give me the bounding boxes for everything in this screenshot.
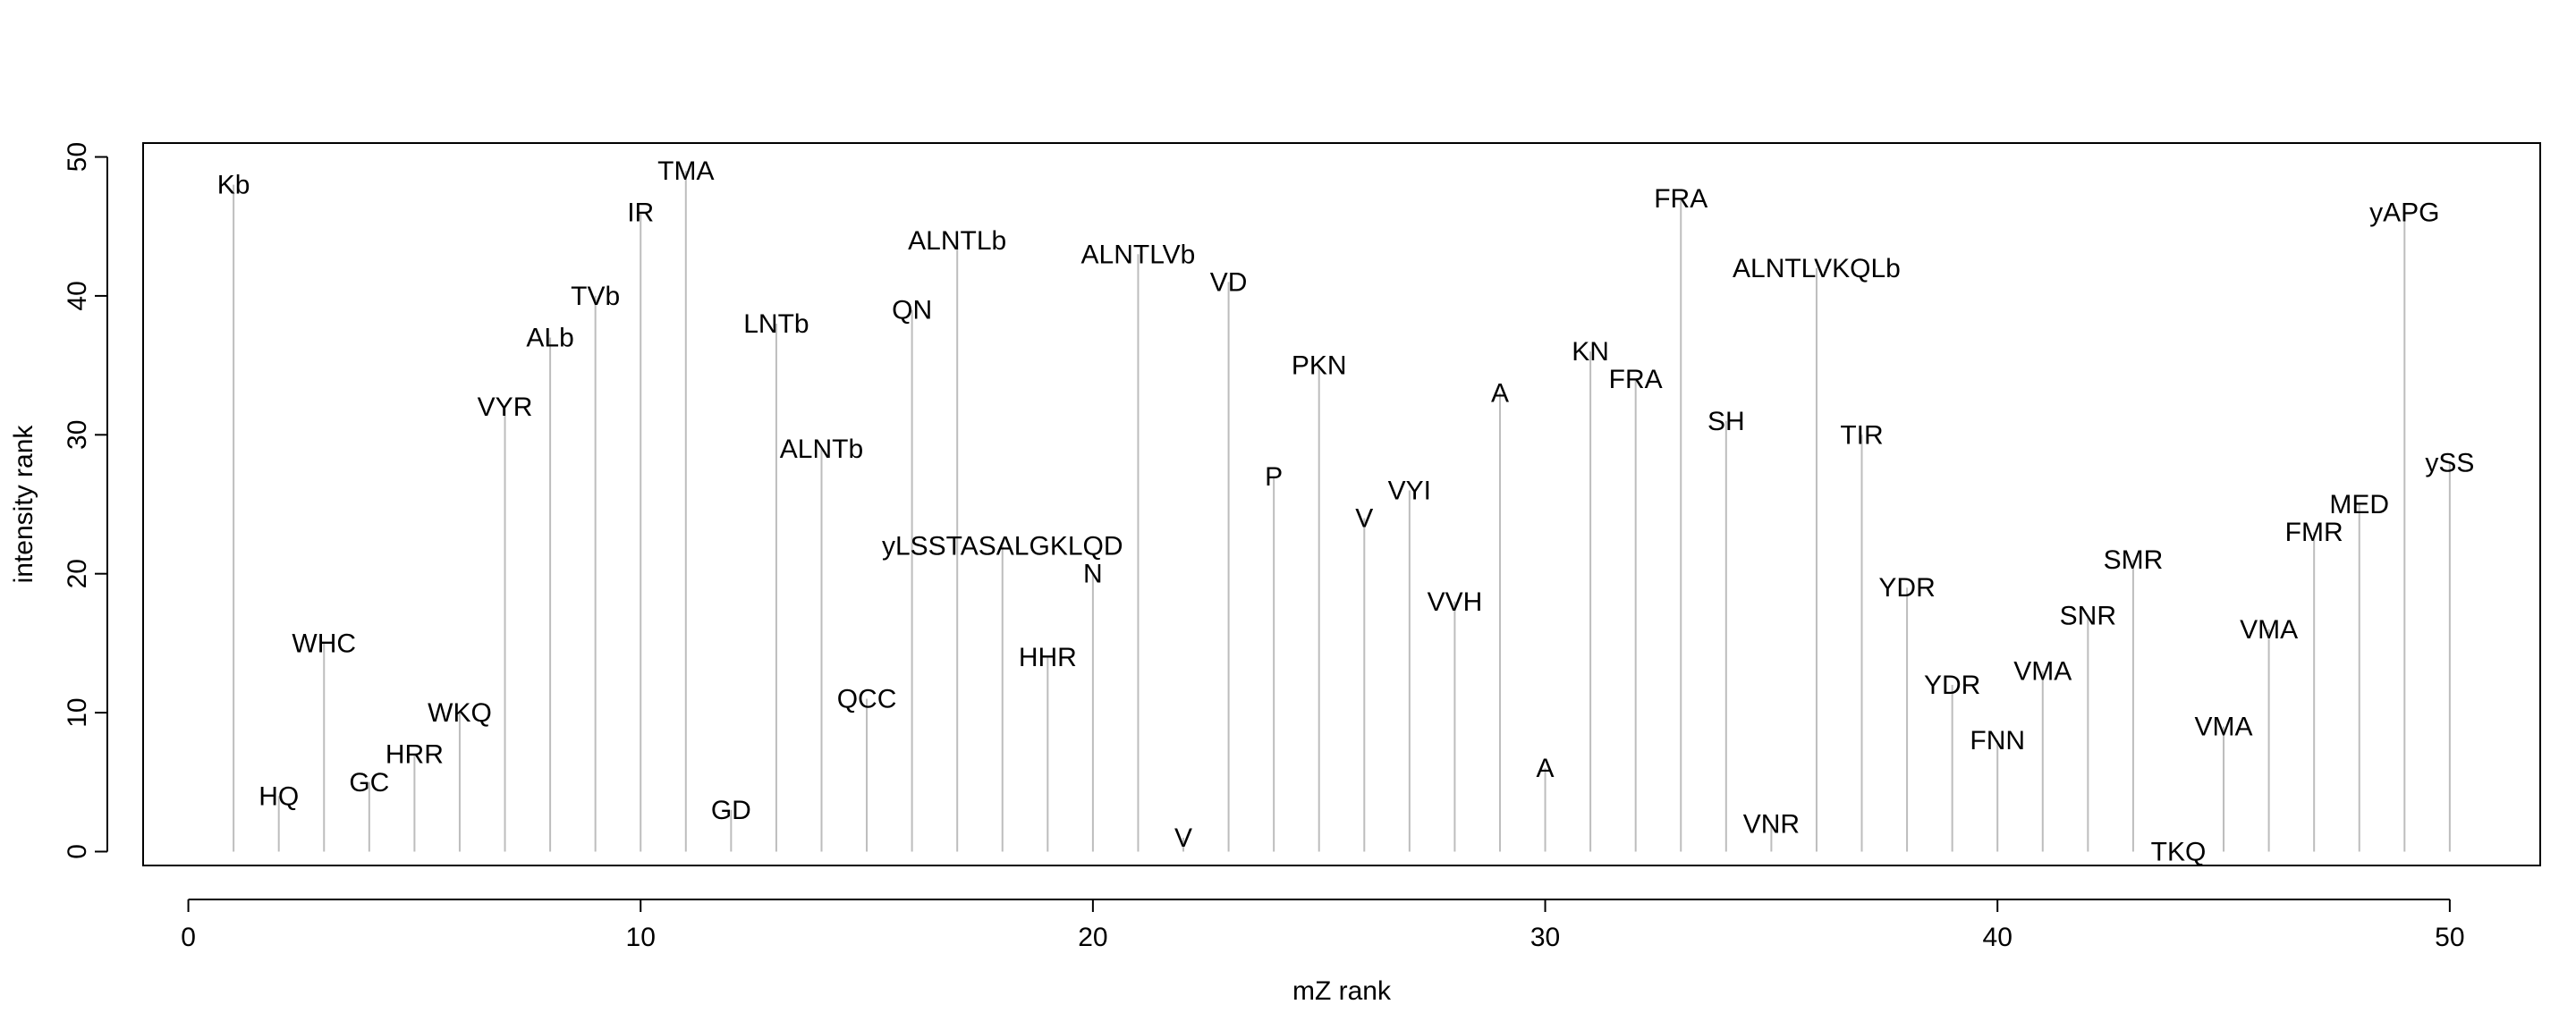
stem-label-40: FNN [1970,726,2025,756]
stem-label-5: HRR [386,740,444,770]
stem-label-46: VMA [2240,615,2298,645]
stem-label-43: SMR [2104,545,2164,575]
stem-label-42: SNR [2060,601,2116,630]
stem-label-16: QN [892,295,932,325]
stem-label-3: WHC [292,629,356,658]
stem-label-23: VD [1210,267,1248,297]
stem-label-9: TVb [571,282,620,311]
stem-label-25: PKN [1292,351,1347,381]
stem-label-35: VNR [1743,809,1800,839]
stem-label-24: P [1265,462,1283,492]
stem-label-21: ALNTLVb [1081,240,1196,269]
y-axis: 0 10 20 30 40 50 [63,142,108,859]
y-axis-title: intensity rank [9,425,38,584]
stem-label-4: GC [349,768,389,798]
stem-label-32: FRA [1609,365,1663,394]
x-axis: 0 10 20 30 40 50 [181,899,2465,952]
stem-label-44: TKQ [2151,837,2207,866]
stem-label-48: MED [2329,490,2389,519]
x-tick-label-40: 40 [1983,923,2012,952]
stem-label-8: ALb [526,324,573,353]
stem-label-20: N [1083,560,1103,589]
y-tick-label-50: 50 [63,142,92,172]
stem-label-14: ALNTb [780,435,863,464]
stem-group [233,171,2451,852]
x-tick-label-30: 30 [1530,923,1560,952]
stem-label-33: FRA [1654,184,1707,214]
stem-label-13: LNTb [743,309,809,339]
x-tick-label-50: 50 [2435,923,2464,952]
y-tick-label-20: 20 [63,559,92,588]
stem-label-19: HHR [1019,643,1077,672]
y-tick-label-40: 40 [63,281,92,310]
stem-label-1: Kb [217,171,250,200]
stem-label-27: VYI [1388,476,1431,505]
y-tick-label-0: 0 [63,844,92,859]
stem-label-47: FMR [2285,518,2343,547]
x-axis-title: mZ rank [1292,976,1392,1006]
plot-frame [142,142,2541,866]
stem-label-7: VYR [478,393,533,422]
stem-label-28: VVH [1428,587,1483,617]
stem-label-2: HQ [258,781,299,811]
stem-label-34: SH [1707,407,1745,436]
stem-label-50: ySS [2425,448,2474,477]
stem-label-22: V [1174,823,1192,853]
y-tick-label-10: 10 [63,697,92,727]
x-tick-label-0: 0 [181,923,196,952]
stem-label-38: YDR [1878,573,1935,603]
stem-label-11: TMA [657,156,714,186]
x-tick-label-20: 20 [1078,923,1107,952]
stem-label-10: IR [627,198,654,228]
stem-label-18: yLSSTASALGKLQD [882,532,1123,561]
stem-label-15: QCC [837,685,897,714]
stem-label-30: A [1537,754,1555,783]
stem-label-49: yAPG [2369,198,2439,228]
stem-label-37: TIR [1840,420,1883,450]
x-tick-label-10: 10 [626,923,656,952]
stem-label-6: WKQ [428,698,492,728]
stem-label-41: VMA [2013,656,2072,686]
stem-label-45: VMA [2195,713,2253,742]
stem-label-31: KN [1572,337,1609,367]
stem-label-29: A [1491,379,1509,409]
stem-label-36: ALNTLVKQLb [1733,254,1901,283]
stem-label-12: GD [711,796,751,825]
stem-label-26: V [1355,504,1373,534]
y-tick-label-30: 30 [63,420,92,450]
stem-label-17: ALNTLb [908,226,1006,256]
stem-label-39: YDR [1924,671,1980,700]
